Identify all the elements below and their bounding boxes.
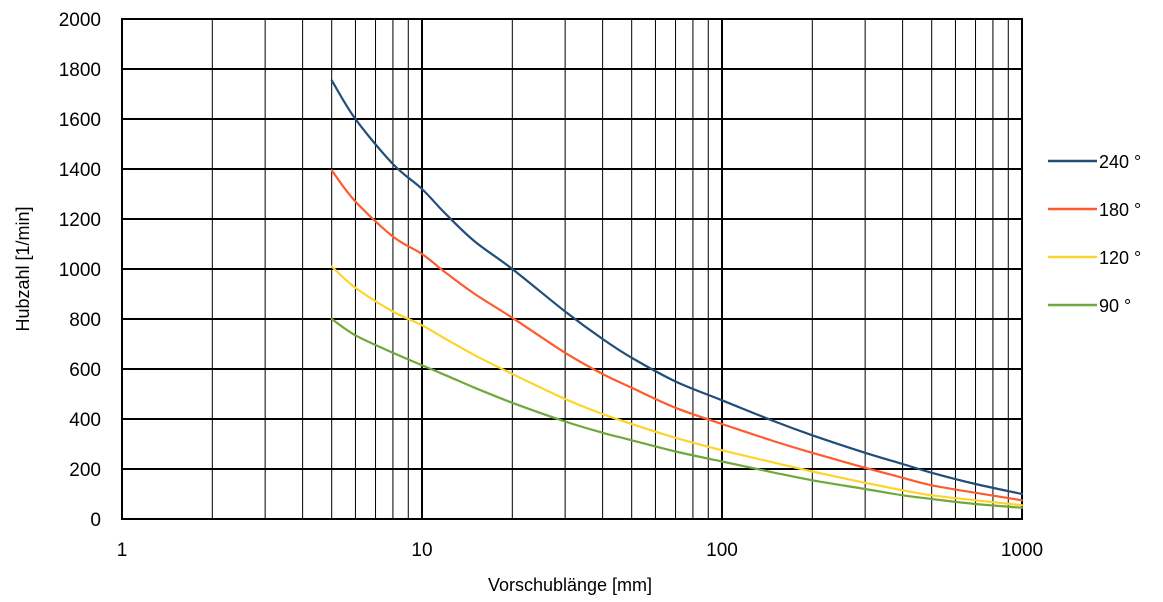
y-tick-label: 2000	[59, 10, 101, 31]
x-tick-label: 1	[117, 540, 128, 561]
series-line	[330, 317, 1024, 509]
y-tick-label: 1000	[59, 260, 101, 281]
x-tick-labels: 1 10 100 1000	[117, 540, 1043, 561]
series-line	[330, 79, 1024, 496]
y-tick-labels: 0 200 400 600 800 1000 1200 1400 1600 1800 2000	[59, 10, 101, 531]
y-tick-label: 1400	[59, 160, 101, 181]
x-tick-label: 10	[411, 540, 432, 561]
x-tick-label: 100	[706, 540, 738, 561]
legend-label: 90 °	[1099, 296, 1131, 316]
y-tick-label: 1600	[59, 110, 101, 131]
y-tick-label: 1800	[59, 60, 101, 81]
x-axis-label: Vorschublänge [mm]	[488, 575, 652, 595]
y-axis-label: Hubzahl [1/min]	[13, 206, 33, 331]
series-line	[330, 169, 1024, 502]
legend: 240 ° 180 ° 120 ° 90 °	[1048, 152, 1141, 316]
y-tick-label: 600	[69, 360, 101, 381]
major-gridlines	[121, 18, 1023, 520]
x-tick-label: 1000	[1001, 540, 1043, 561]
y-tick-label: 0	[90, 510, 101, 531]
y-tick-label: 800	[69, 310, 101, 331]
y-tick-label: 400	[69, 410, 101, 431]
legend-label: 120 °	[1099, 248, 1141, 268]
y-tick-label: 1200	[59, 210, 101, 231]
plot-border	[121, 18, 1023, 520]
series-layer	[330, 79, 1024, 509]
series-line	[330, 265, 1024, 507]
legend-label: 180 °	[1099, 200, 1141, 220]
legend-label: 240 °	[1099, 152, 1141, 172]
y-tick-label: 200	[69, 460, 101, 481]
plot-frame	[121, 18, 1023, 520]
